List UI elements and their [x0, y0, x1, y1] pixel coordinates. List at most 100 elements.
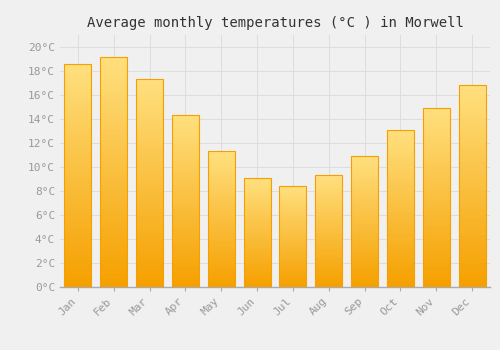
Bar	[136, 117, 163, 121]
Bar	[423, 166, 450, 169]
Bar	[423, 251, 450, 255]
Bar	[64, 149, 92, 153]
Bar	[280, 239, 306, 241]
Bar	[316, 175, 342, 287]
Bar	[100, 176, 127, 181]
Bar	[351, 253, 378, 255]
Bar	[423, 248, 450, 251]
Bar	[208, 157, 234, 160]
Bar	[423, 258, 450, 262]
Bar	[387, 252, 414, 256]
Bar	[387, 205, 414, 208]
Bar	[351, 235, 378, 237]
Bar	[244, 257, 270, 259]
Bar	[100, 218, 127, 223]
Bar	[458, 206, 485, 210]
Bar	[387, 155, 414, 158]
Bar	[208, 244, 234, 246]
Bar	[316, 249, 342, 251]
Bar	[244, 224, 270, 226]
Title: Average monthly temperatures (°C ) in Morwell: Average monthly temperatures (°C ) in Mo…	[86, 16, 464, 30]
Bar	[280, 226, 306, 229]
Bar	[351, 195, 378, 198]
Bar	[64, 198, 92, 202]
Bar	[136, 104, 163, 108]
Bar	[351, 156, 378, 159]
Bar	[208, 214, 234, 217]
Bar	[208, 152, 234, 287]
Bar	[423, 230, 450, 233]
Bar	[280, 273, 306, 275]
Bar	[316, 227, 342, 229]
Bar	[100, 80, 127, 84]
Bar	[244, 248, 270, 250]
Bar	[64, 184, 92, 189]
Bar	[172, 116, 199, 287]
Bar	[172, 129, 199, 133]
Bar	[387, 136, 414, 139]
Bar	[64, 95, 92, 99]
Bar	[136, 88, 163, 92]
Bar	[351, 198, 378, 201]
Bar	[172, 273, 199, 277]
Bar	[458, 231, 485, 234]
Bar	[280, 275, 306, 277]
Bar	[64, 77, 92, 82]
Bar	[208, 176, 234, 178]
Bar	[244, 239, 270, 241]
Bar	[100, 117, 127, 121]
Bar	[100, 121, 127, 126]
Bar	[351, 156, 378, 287]
Bar	[136, 258, 163, 262]
Bar	[458, 126, 485, 130]
Bar	[172, 208, 199, 211]
Bar	[351, 209, 378, 211]
Bar	[423, 233, 450, 237]
Bar	[64, 64, 92, 287]
Bar	[244, 252, 270, 254]
Bar	[136, 279, 163, 283]
Bar	[423, 198, 450, 201]
Bar	[208, 236, 234, 238]
Bar	[423, 190, 450, 194]
Bar	[64, 140, 92, 144]
Bar	[172, 119, 199, 122]
Bar	[208, 222, 234, 225]
Bar	[280, 253, 306, 255]
Bar	[351, 203, 378, 206]
Bar	[387, 190, 414, 193]
Bar	[316, 276, 342, 278]
Bar	[136, 96, 163, 100]
Bar	[172, 253, 199, 256]
Bar	[136, 233, 163, 237]
Bar	[458, 138, 485, 142]
Bar	[316, 229, 342, 231]
Bar	[208, 206, 234, 208]
Bar	[280, 283, 306, 285]
Bar	[387, 233, 414, 237]
Bar	[100, 135, 127, 140]
Bar	[316, 278, 342, 280]
Bar	[244, 187, 270, 189]
Bar	[351, 285, 378, 287]
Bar	[280, 194, 306, 196]
Bar	[100, 140, 127, 144]
Bar	[64, 282, 92, 287]
Bar	[280, 259, 306, 261]
Bar	[423, 266, 450, 269]
Bar	[423, 173, 450, 176]
Bar	[172, 222, 199, 225]
Bar	[100, 186, 127, 190]
Bar	[458, 142, 485, 146]
Bar	[387, 249, 414, 252]
Bar	[172, 232, 199, 236]
Bar	[172, 181, 199, 184]
Bar	[351, 180, 378, 182]
Bar	[387, 237, 414, 240]
Bar	[172, 256, 199, 260]
Bar	[136, 241, 163, 245]
Bar	[280, 198, 306, 200]
Bar	[100, 75, 127, 80]
Bar	[64, 229, 92, 233]
Bar	[208, 228, 234, 230]
